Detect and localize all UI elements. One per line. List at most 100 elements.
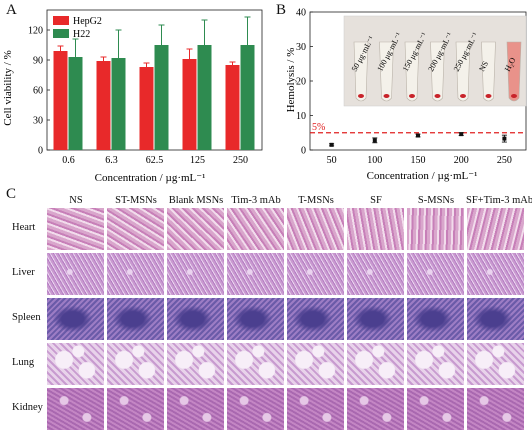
histology-tile	[166, 342, 225, 386]
histology-tile	[406, 207, 465, 251]
chart-b-xtick-label: 200	[454, 155, 469, 166]
panel-label-c: C	[6, 186, 17, 202]
chart-a-ylabel: Cell viability / %	[2, 50, 14, 125]
histology-tile	[46, 297, 105, 341]
chart-a-ytick-label: 60	[33, 86, 43, 97]
histology-tile	[466, 297, 525, 341]
test-tube	[353, 41, 369, 102]
chart-a-bar	[53, 51, 68, 150]
histology-column-header: SF+Tim-3 mAb	[466, 195, 532, 206]
chart-b-ytick-label: 20	[296, 77, 306, 88]
chart-b-ytick-label: 10	[296, 111, 306, 122]
histology-tile	[346, 252, 405, 296]
chart-b-ytick-label: 0	[301, 146, 306, 157]
histology-row-label: Lung	[12, 357, 35, 368]
histology-tile	[46, 342, 105, 386]
histology-tile	[226, 297, 285, 341]
chart-b-point	[502, 136, 507, 141]
chart-a-bar	[139, 67, 154, 150]
test-tube	[481, 41, 496, 102]
threshold-label: 5%	[312, 122, 325, 133]
chart-a-legend-label: HepG2	[73, 16, 102, 27]
tube-pellet	[434, 94, 441, 98]
chart-b-xtick-label: 50	[327, 155, 337, 166]
histology-tile	[106, 252, 165, 296]
histology-row-label: Liver	[12, 267, 35, 278]
chart-a-ytick-label: 120	[28, 26, 43, 37]
test-tube	[430, 41, 445, 102]
chart-b-point	[372, 138, 377, 143]
histology-column-header: SF	[370, 195, 382, 206]
chart-a-xtick-label: 125	[190, 155, 205, 166]
tube-pellet	[409, 94, 415, 98]
histology-tile	[346, 387, 405, 431]
histology-tile	[226, 342, 285, 386]
histology-tile	[46, 252, 105, 296]
test-tube	[379, 41, 394, 102]
histology-column-header: NS	[69, 195, 83, 206]
histology-tile	[286, 252, 345, 296]
chart-a-bar	[111, 58, 126, 150]
histology-row-label: Heart	[12, 222, 36, 233]
histology-tile	[406, 252, 465, 296]
histology-tile	[106, 387, 165, 431]
histology-tile	[286, 387, 345, 431]
chart-b-xlabel: Concentration / µg·mL⁻¹	[367, 170, 478, 182]
chart-a-xtick-label: 62.5	[146, 155, 164, 166]
chart-b-ytick-label: 30	[296, 42, 306, 53]
histology-tile	[466, 387, 525, 431]
histology-tile	[166, 252, 225, 296]
chart-a-xtick-label: 0.6	[62, 155, 75, 166]
histology-tile	[466, 207, 525, 251]
histology-tile	[46, 207, 105, 251]
chart-a-bar	[182, 59, 197, 150]
histology-tile	[106, 297, 165, 341]
histology-tile	[226, 207, 285, 251]
test-tube	[455, 41, 471, 102]
histology-tile	[406, 342, 465, 386]
histology-column-header: S-MSNs	[417, 195, 455, 206]
histology-tile	[286, 207, 345, 251]
hemolysis-chart: Hemolysis / % Concentration / µg·mL⁻¹ 0 1…	[285, 8, 527, 182]
test-tube	[506, 41, 522, 102]
chart-a-bar	[68, 57, 83, 150]
histology-tile	[406, 387, 465, 431]
chart-a-bar	[197, 45, 212, 150]
chart-a-xtick-label: 6.3	[105, 155, 118, 166]
chart-a-legend-label: H22	[73, 29, 90, 40]
histology-row-label: Kidney	[12, 402, 43, 413]
tube-label: NS	[477, 60, 490, 73]
chart-b-xtick-label: 150	[411, 155, 426, 166]
chart-a-bar	[240, 45, 255, 150]
chart-b-point	[459, 132, 464, 137]
chart-a-ytick-label: 30	[33, 116, 43, 127]
histology-tile	[226, 387, 285, 431]
histology-tile	[226, 252, 285, 296]
histology-grid	[46, 207, 528, 433]
chart-a-bar	[96, 61, 111, 150]
chart-b-xtick-label: 100	[367, 155, 382, 166]
histology-tile	[46, 387, 105, 431]
histology-column-header: ST-MSNs	[115, 195, 157, 206]
chart-a-xlabel: Concentration / µg·mL⁻¹	[95, 172, 206, 184]
chart-a-legend-swatch	[53, 16, 69, 25]
chart-a-xtick-label: 250	[233, 155, 248, 166]
chart-a-ytick-label: 0	[38, 146, 43, 157]
panel-label-b: B	[276, 2, 287, 18]
histology-column-header: Tim-3 mAb	[231, 195, 281, 206]
chart-a-bar	[154, 45, 169, 150]
histology-tile	[106, 207, 165, 251]
chart-b-point	[416, 133, 420, 138]
tube-pellet	[358, 94, 364, 98]
tube-pellet	[511, 94, 517, 98]
chart-b-ytick-label: 40	[296, 8, 306, 19]
chart-a-ytick-label: 90	[33, 56, 43, 67]
chart-a-bar	[225, 65, 240, 150]
chart-a-legend-swatch	[53, 29, 69, 38]
histology-row-label: Spleen	[12, 312, 41, 323]
histology-tile	[346, 297, 405, 341]
histology-tile	[346, 342, 405, 386]
histology-tile	[166, 297, 225, 341]
histology-tile	[466, 342, 525, 386]
panel-label-a: A	[6, 2, 17, 18]
